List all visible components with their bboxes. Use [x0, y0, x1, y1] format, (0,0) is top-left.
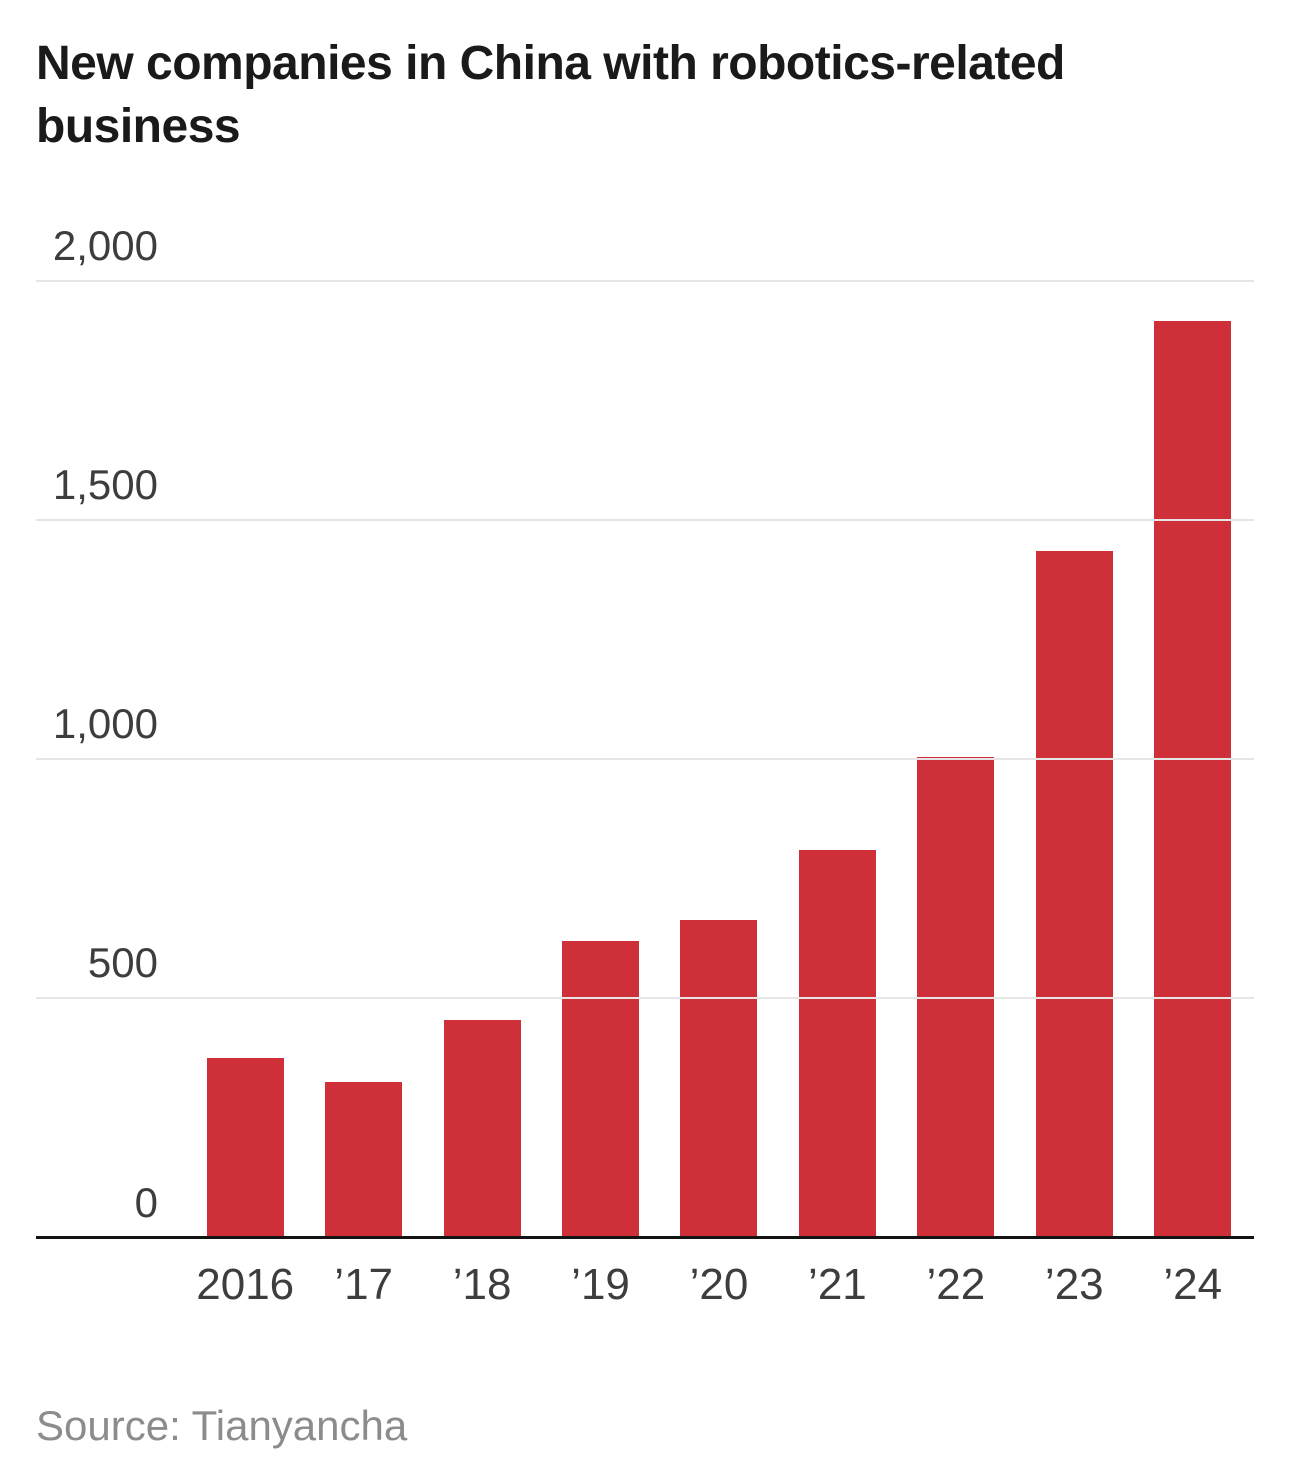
- bar-24: [1154, 321, 1232, 1238]
- y-tick-label-1000: 1,000: [52, 700, 158, 748]
- bar-18: [443, 1020, 521, 1238]
- bar-20: [680, 919, 758, 1238]
- bar-17: [325, 1082, 403, 1238]
- chart-title: New companies in China with robotics-rel…: [36, 37, 1065, 154]
- bar-22: [917, 756, 995, 1238]
- bar-slot: [778, 281, 896, 1238]
- bar-slot: [423, 281, 541, 1238]
- y-tick-label-500: 500: [87, 939, 158, 987]
- x-tick-label-18: ’18: [452, 1259, 512, 1309]
- bar-slot: [1015, 281, 1133, 1238]
- bar-slot: [304, 281, 422, 1238]
- bar-chart: 0 500 1,000 1,500 2,000 2016 ’17 ’18 ’19 ’20 ’21 ’…: [36, 224, 1254, 1310]
- x-tick-label-2016: 2016: [196, 1259, 295, 1309]
- y-tick-label-2000: 2,000: [52, 221, 158, 269]
- x-tick-label-22: ’22: [926, 1259, 986, 1309]
- bar-slot: [897, 281, 1015, 1238]
- x-tick-label-21: ’21: [808, 1259, 867, 1309]
- gridline-500: [36, 997, 1254, 1000]
- y-tick-label-0: 0: [134, 1178, 158, 1226]
- bar-19: [562, 941, 640, 1238]
- gridline-1500: [36, 518, 1254, 521]
- plot-area: 0 500 1,000 1,500 2,000: [36, 224, 1254, 1239]
- y-tick-label-1500: 1,500: [52, 460, 158, 508]
- x-tick-label-17: ’17: [334, 1259, 394, 1309]
- x-tick-label-20: ’20: [689, 1259, 749, 1309]
- x-tick-label-23: ’23: [1044, 1259, 1104, 1309]
- source-label: Source: Tianyancha: [36, 1401, 408, 1449]
- x-tick-label-24: ’24: [1163, 1259, 1223, 1309]
- bar-slot: [660, 281, 778, 1238]
- bar-slot: [541, 281, 659, 1238]
- bar-2016: [206, 1058, 284, 1238]
- bar-slot: [186, 281, 304, 1238]
- x-axis-labels: 2016 ’17 ’18 ’19 ’20 ’21 ’22 ’23 ’24: [186, 1260, 1252, 1310]
- x-tick-label-19: ’19: [571, 1259, 630, 1309]
- gridline-1000: [36, 758, 1254, 761]
- gridline-2000: [36, 279, 1254, 282]
- bar-slot: [1134, 281, 1252, 1238]
- x-axis-line: [36, 1235, 1254, 1239]
- bars-group: [186, 281, 1252, 1238]
- bar-23: [1035, 551, 1113, 1238]
- bar-21: [798, 850, 876, 1238]
